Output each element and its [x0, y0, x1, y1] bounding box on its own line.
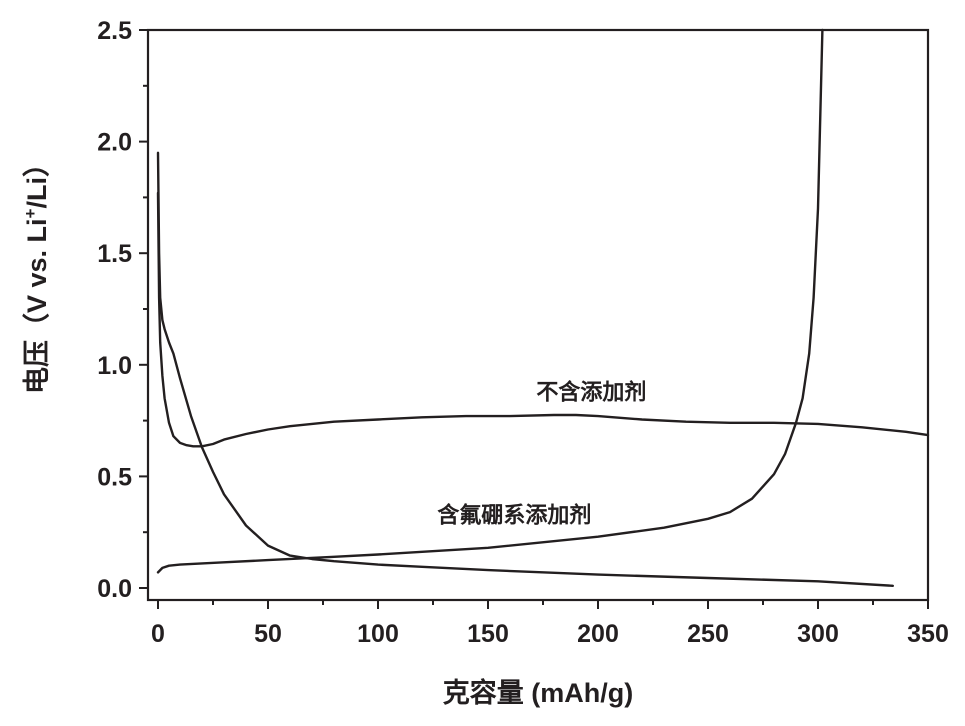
- y-tick-label: 2.5: [97, 17, 132, 45]
- series-line-charge-fluoroboron-additive: [156, 28, 824, 574]
- series-line-discharge-fluoroboron-additive: [156, 151, 894, 587]
- x-tick-label: 300: [797, 620, 839, 648]
- y-tick-label: 0.0: [97, 575, 132, 603]
- annotation-label: 含氟硼系添加剂: [437, 502, 591, 527]
- series-layer: [156, 28, 930, 587]
- axis-ticks: 0 50 100 150 200 250 300 350 0.0 0.5 1.0 1.5 2.0 2.5: [97, 17, 949, 648]
- plot-frame: [146, 28, 930, 602]
- y-axis-title: 电压（V vs. Li+/Li）: [21, 150, 52, 394]
- y-tick-label: 1.5: [97, 240, 132, 268]
- y-axis-title-superscript: +: [21, 208, 40, 218]
- y-axis-title-tail: /Li）: [22, 150, 52, 209]
- x-tick-label: 350: [907, 620, 949, 648]
- x-tick-label: 50: [254, 620, 282, 648]
- annotation-label: 不含添加剂: [536, 380, 646, 405]
- series-line-discharge-no-additive: [156, 191, 930, 448]
- x-tick-label: 100: [357, 620, 399, 648]
- y-tick-label: 1.0: [97, 352, 132, 380]
- y-tick-label: 2.0: [97, 129, 132, 157]
- y-axis-title-main: 电压（V vs. Li: [22, 218, 52, 394]
- x-tick-label: 250: [687, 620, 729, 648]
- x-tick-label: 200: [577, 620, 619, 648]
- x-axis-title: 克容量 (mAh/g): [443, 677, 633, 708]
- x-tick-label: 0: [151, 620, 165, 648]
- x-tick-label: 150: [467, 620, 509, 648]
- y-tick-label: 0.5: [97, 463, 132, 491]
